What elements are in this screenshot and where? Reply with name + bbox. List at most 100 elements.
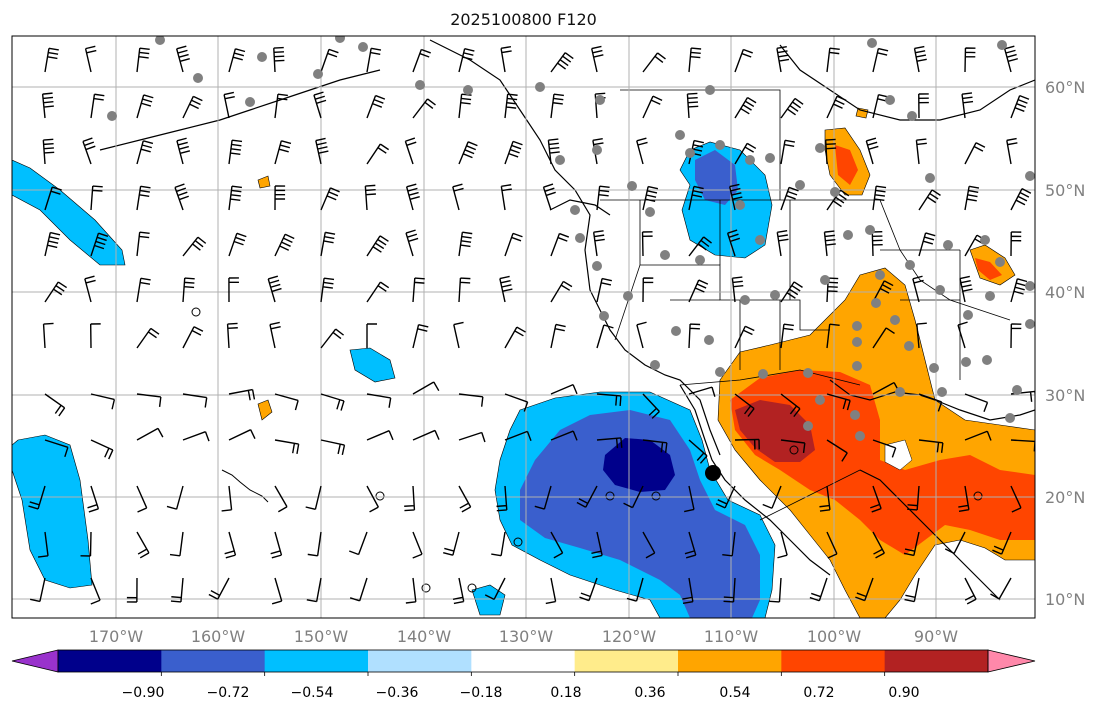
lon-tick-label: 150°W <box>294 627 349 646</box>
station-dot <box>925 173 935 183</box>
station-dot <box>929 363 939 373</box>
station-dot <box>815 395 825 405</box>
wind-barb <box>865 137 879 165</box>
wind-barb <box>1010 188 1032 211</box>
station-dot <box>535 82 545 92</box>
lon-tick-label: 100°W <box>807 627 862 646</box>
wind-barb <box>366 485 379 513</box>
wind-barb <box>688 386 716 397</box>
station-dot <box>850 410 860 420</box>
colorbar-tick-label: −0.72 <box>207 685 250 701</box>
station-dot <box>595 95 605 105</box>
wind-barb <box>169 531 184 557</box>
colorbar-extend-high <box>987 649 1036 673</box>
wind-barb <box>907 485 920 511</box>
wind-barb <box>136 231 150 257</box>
wind-barb <box>912 275 924 303</box>
station-dot <box>770 290 780 300</box>
wind-barb <box>636 321 647 349</box>
wind-barb <box>41 92 54 119</box>
station-dot <box>358 42 368 52</box>
wind-barb <box>405 577 417 604</box>
wind-barb <box>958 485 970 512</box>
wind-barb <box>780 139 795 165</box>
wind-barb <box>504 232 523 257</box>
contour-gap <box>884 439 913 471</box>
wind-barb <box>596 277 612 303</box>
station-dot <box>1005 413 1015 423</box>
wind-barb <box>904 577 920 603</box>
wind-barb <box>824 138 837 165</box>
lat-tick-label: 60°N <box>1045 78 1085 97</box>
wind-barb <box>964 47 976 73</box>
colorbar-tick-label: 0.72 <box>803 685 834 701</box>
wind-barb <box>126 577 138 603</box>
station-dots <box>107 36 1035 441</box>
wind-barb <box>90 185 103 211</box>
wind-barb <box>269 321 281 349</box>
station-dot <box>645 207 655 217</box>
wind-barb <box>458 485 472 513</box>
wind-barb <box>715 485 736 509</box>
wind-barb <box>550 323 566 349</box>
lon-tick-label: 90°W <box>914 627 958 646</box>
wind-barb <box>364 184 376 211</box>
lon-axis: 170°W 160°W 150°W 140°W 130°W 120°W 110°… <box>89 627 958 646</box>
station-dot <box>245 97 255 107</box>
wind-barb <box>366 323 378 349</box>
wind-barb <box>636 137 648 165</box>
lat-tick-label: 10°N <box>1045 590 1085 609</box>
wind-barb <box>228 48 246 73</box>
wind-barb <box>136 427 164 441</box>
wind-barb <box>405 183 420 211</box>
wind-barb <box>964 142 986 165</box>
wind-barb <box>1010 485 1022 513</box>
wind-barb <box>780 393 801 418</box>
station-dot <box>599 311 609 321</box>
station-dot <box>193 73 203 83</box>
wind-barb <box>274 393 299 411</box>
wind-barb <box>1010 278 1028 303</box>
wind-barb <box>87 485 100 513</box>
wind-barb <box>320 48 339 73</box>
wind-barb <box>320 231 336 257</box>
wind-barb <box>224 531 237 559</box>
wind-barb <box>959 275 973 303</box>
wind-barb <box>762 485 782 509</box>
wind-barb <box>918 93 929 119</box>
lat-tick-label: 20°N <box>1045 488 1085 507</box>
wind-barb <box>37 531 49 558</box>
wind-barb <box>80 531 92 557</box>
station-dot <box>995 257 1005 267</box>
wind-barb <box>780 281 803 303</box>
wind-barb <box>228 429 256 441</box>
station-dot <box>313 69 323 79</box>
wind-barb <box>89 323 101 349</box>
wind-barb <box>274 233 295 257</box>
wind-barb <box>729 183 743 211</box>
station-dot <box>803 421 813 431</box>
station-dot <box>803 368 813 378</box>
wind-barb <box>1010 94 1030 119</box>
station-dot <box>675 130 685 140</box>
wind-barb <box>412 323 429 349</box>
colorbar-segment <box>884 650 989 672</box>
station-dot <box>843 230 853 240</box>
station-dot <box>1025 281 1035 291</box>
wind-barb <box>542 183 556 211</box>
station-dot <box>1025 171 1035 181</box>
lat-tick-label: 30°N <box>1045 386 1085 405</box>
wind-barb <box>641 231 653 257</box>
wind-barb <box>961 92 974 119</box>
colorbar-segment <box>58 650 162 672</box>
wind-barb <box>734 48 753 73</box>
wind-barb <box>642 185 659 211</box>
wind-barb <box>642 277 654 303</box>
wind-barb <box>990 577 1012 600</box>
wind-barb <box>29 577 46 603</box>
station-dot <box>815 143 825 153</box>
station-dot <box>907 111 917 121</box>
station-dot <box>885 95 895 105</box>
wind-barb <box>855 577 874 602</box>
station-dot <box>943 240 953 250</box>
